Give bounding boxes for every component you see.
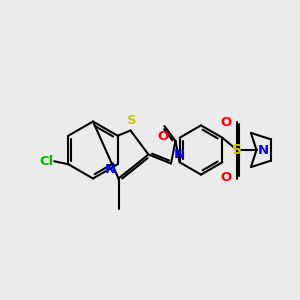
Text: S: S xyxy=(127,114,137,127)
Text: O: O xyxy=(220,116,232,129)
Text: N: N xyxy=(173,148,184,161)
Text: O: O xyxy=(157,130,169,142)
Text: Cl: Cl xyxy=(39,155,53,168)
Text: S: S xyxy=(232,143,242,157)
Text: N: N xyxy=(105,163,116,176)
Text: O: O xyxy=(220,171,232,184)
Text: N: N xyxy=(258,143,269,157)
